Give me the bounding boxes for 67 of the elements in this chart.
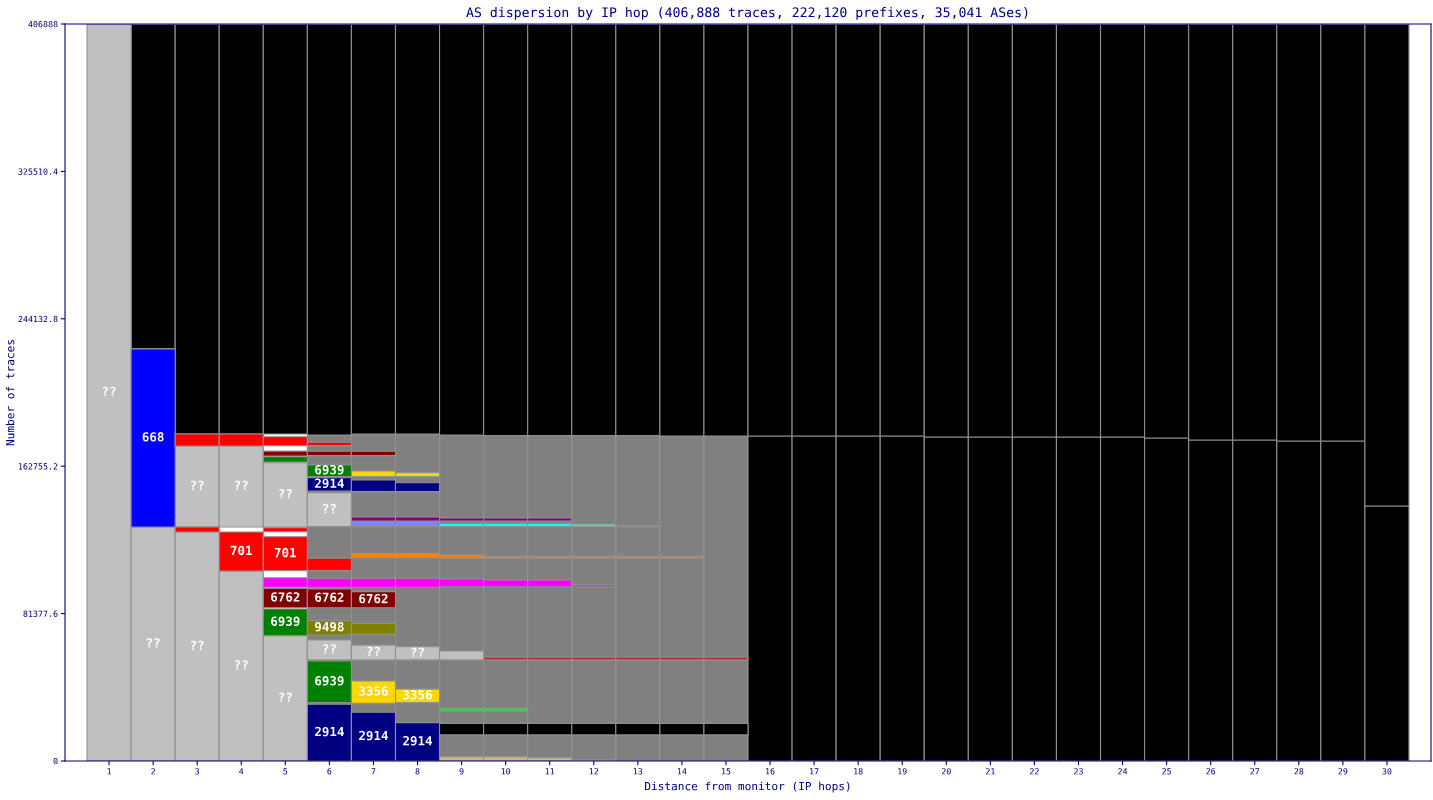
text: ??	[323, 644, 336, 654]
x-tick-label: 26	[1206, 768, 1216, 775]
text: 3356	[359, 686, 388, 696]
y-tick-label: 162755.2	[18, 463, 58, 470]
x-tick-label: 15	[721, 768, 731, 775]
y-tick-label: 406888	[28, 21, 58, 28]
series-label: 6939	[271, 616, 300, 627]
series-label: 9498	[315, 621, 344, 632]
text: ??	[279, 489, 292, 499]
x-tick-label: 17	[810, 768, 819, 775]
series-label: 3356	[403, 690, 432, 700]
x-tick-label: 10	[501, 768, 511, 775]
text: 2914	[359, 730, 388, 741]
chart-title: AS dispersion by IP hop (406,888 traces, 222,120 prefixes, 35,041 ASes)	[466, 7, 1028, 20]
series-label: ??	[411, 647, 425, 657]
text: ??	[367, 646, 380, 656]
y-tick-label: 0	[53, 758, 58, 765]
x-tick-label: 20	[941, 768, 951, 775]
x-tick-label: 5	[283, 768, 288, 775]
series-label: 2914	[315, 478, 344, 489]
x-tick-label: 12	[589, 768, 599, 775]
x-tick-label: 30	[1382, 768, 1392, 775]
x-tick-label: 1	[107, 768, 112, 775]
x-tick-label: 25	[1162, 768, 1171, 775]
y-tick-label: 244132.8	[18, 315, 58, 323]
text: 6939	[315, 676, 344, 686]
x-tick-label: 19	[898, 768, 907, 775]
x-tick-label: 27	[1250, 768, 1260, 775]
text: ??	[191, 480, 204, 490]
x-tick-label: 24	[1118, 768, 1128, 775]
x-tick-label: 4	[239, 768, 244, 775]
text: 701	[230, 545, 252, 556]
y-tick-label: 325510.4	[18, 168, 58, 175]
x-axis-title: Distance from monitor (IP hops)	[645, 781, 850, 793]
text: ??	[279, 692, 292, 702]
x-tick-label: 23	[1074, 768, 1083, 775]
series-label: 2914	[315, 726, 344, 737]
series-label: 6939	[315, 465, 344, 475]
x-tick-label: 22	[1030, 768, 1039, 775]
x-tick-label: 29	[1338, 768, 1348, 775]
x-tick-label: 18	[854, 768, 863, 775]
series-label: 6762	[359, 593, 388, 604]
x-tick-label: 14	[677, 768, 687, 775]
x-tick-label: 6	[327, 768, 332, 775]
text: 6762	[271, 592, 300, 602]
series-label: 701	[274, 547, 297, 558]
text: 6762	[315, 592, 344, 602]
x-tick-label: 2	[151, 768, 155, 775]
x-tick-label: 13	[633, 768, 643, 775]
text: ??	[235, 480, 248, 490]
x-tick-label: 3	[195, 768, 200, 775]
x-tick-label: 7	[371, 768, 376, 775]
text: 2914	[403, 735, 433, 746]
y-axis-title: Number of traces	[5, 340, 15, 446]
series-label: ??	[323, 503, 336, 514]
x-tick-label: 11	[545, 768, 555, 775]
series-label: 668	[142, 432, 164, 442]
x-tick-label: 8	[415, 768, 420, 775]
text: ??	[235, 660, 248, 670]
x-tick-label: 28	[1294, 768, 1304, 775]
x-tick-label: 9	[459, 768, 464, 775]
x-tick-label: 16	[766, 768, 775, 775]
text: ??	[147, 638, 160, 648]
x-tick-label: 21	[985, 768, 995, 775]
y-tick-label: 81377.6	[23, 610, 58, 617]
text: ??	[191, 640, 204, 650]
text: ??	[102, 386, 116, 396]
